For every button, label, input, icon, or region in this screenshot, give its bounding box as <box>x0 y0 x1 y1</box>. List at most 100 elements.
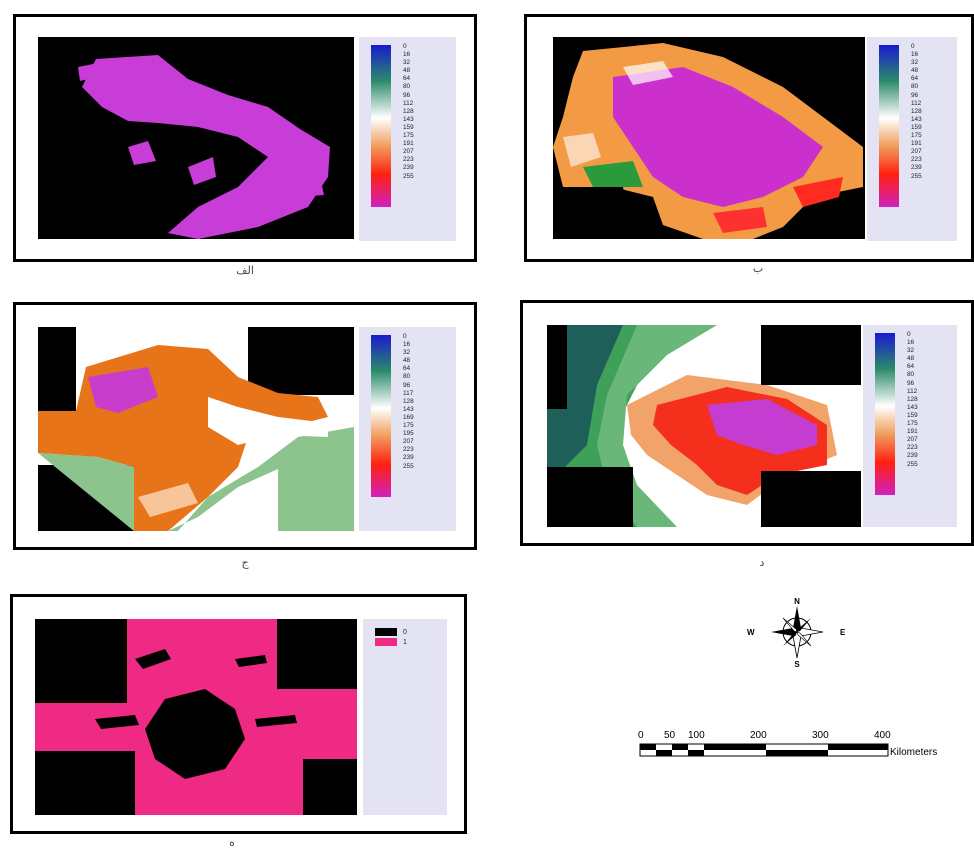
legend-tick-label: 223 <box>403 446 414 454</box>
map-dal <box>547 325 861 527</box>
caption-he: ه <box>229 837 235 849</box>
legend-tick-label: 48 <box>403 357 411 365</box>
legend-tick-label: 207 <box>403 438 414 446</box>
legend-tick-label: 128 <box>911 107 922 115</box>
map-panel-he: 0 1 <box>10 594 467 834</box>
legend-tick-label: 16 <box>911 51 919 59</box>
legend-tick-label: 223 <box>907 444 918 452</box>
scale-tick-200: 200 <box>750 730 767 741</box>
compass-s: S <box>794 660 800 668</box>
map-he <box>35 619 357 815</box>
legend-item-1: 1 <box>375 637 407 647</box>
legend-tick-label: 239 <box>403 454 414 462</box>
legend-alef: 0 16 32 48 64 80 96 112 128 143 159 175 191 207 223 239… <box>359 37 456 241</box>
legend-tick-label: 128 <box>403 397 414 405</box>
legend-tick-label: 48 <box>907 355 915 363</box>
scale-tick-300: 300 <box>812 730 829 741</box>
legend-be: 0 16 32 48 64 80 96 112 128 143 159 175 191 207 223 239… <box>867 37 957 241</box>
map-panel-dal: 0 16 32 48 64 80 96 112 128 143 159 175 191 207 223 239… <box>520 300 974 546</box>
legend-labels: 0 16 32 48 64 80 96 112 128 143 159 175 191 207 223 239… <box>911 43 922 181</box>
legend-tick-label: 117 <box>403 389 414 397</box>
legend-tick-label: 16 <box>403 341 411 349</box>
legend-labels: 0 16 32 48 64 80 96 117 128 143 169 175 195 207 223 239… <box>403 333 414 471</box>
scale-unit: Kilometers <box>890 747 937 758</box>
legend-tick-label: 80 <box>403 83 411 91</box>
legend-tick-label: 159 <box>911 123 922 131</box>
legend-label-0: 0 <box>403 628 407 636</box>
legend-tick-label: 128 <box>403 107 414 115</box>
legend-tick-label: 112 <box>907 387 918 395</box>
legend-tick-label: 239 <box>907 452 918 460</box>
legend-labels: 0 16 32 48 64 80 96 112 128 143 159 175 191 207 223 239… <box>403 43 414 181</box>
legend-tick-label: 112 <box>403 99 414 107</box>
legend-tick-label: 175 <box>911 132 922 140</box>
legend-colorbar <box>875 333 895 495</box>
legend-tick-label: 48 <box>403 67 411 75</box>
legend-colorbar <box>879 45 899 207</box>
legend-tick-label: 239 <box>403 164 414 172</box>
legend-labels: 0 16 32 48 64 80 96 112 128 143 159 175 191 207 223 239… <box>907 331 918 469</box>
legend-tick-label: 207 <box>403 148 414 156</box>
legend-tick-label: 191 <box>403 140 414 148</box>
legend-tick-label: 128 <box>907 395 918 403</box>
legend-tick-label: 96 <box>907 379 915 387</box>
legend-tick-label: 255 <box>911 172 922 180</box>
legend-tick-label: 32 <box>403 59 411 67</box>
legend-jim: 0 16 32 48 64 80 96 117 128 143 169 175 195 207 223 239… <box>359 327 456 531</box>
legend-tick-label: 207 <box>911 148 922 156</box>
compass-n: N <box>794 597 800 606</box>
scale-tick-50: 50 <box>664 730 676 741</box>
legend-colorbar <box>371 45 391 207</box>
legend-tick-label: 80 <box>911 83 919 91</box>
legend-tick-label: 175 <box>403 132 414 140</box>
caption-be: ب <box>752 263 764 275</box>
legend-tick-label: 80 <box>907 371 915 379</box>
legend-tick-label: 159 <box>907 411 918 419</box>
legend-tick-label: 32 <box>907 347 915 355</box>
compass-e: E <box>840 628 846 637</box>
legend-tick-label: 223 <box>403 156 414 164</box>
legend-tick-label: 223 <box>911 156 922 164</box>
legend-tick-label: 143 <box>907 403 918 411</box>
legend-tick-label: 16 <box>907 339 915 347</box>
legend-swatch-0 <box>375 628 397 636</box>
legend-tick-label: 64 <box>403 365 411 373</box>
legend-tick-label: 0 <box>403 43 407 50</box>
scale-bar: 0 50 100 200 300 400 Kilometers <box>638 730 937 758</box>
legend-tick-label: 0 <box>403 333 407 340</box>
legend-colorbar <box>371 335 391 497</box>
legend-tick-label: 175 <box>403 422 414 430</box>
legend-tick-label: 143 <box>403 405 414 413</box>
legend-item-0: 0 <box>375 627 407 637</box>
legend-tick-label: 0 <box>907 331 911 338</box>
scale-tick-100: 100 <box>688 730 705 741</box>
legend-tick-label: 96 <box>403 381 411 389</box>
legend-tick-label: 64 <box>911 75 919 83</box>
scale-tick-0: 0 <box>638 730 644 741</box>
caption-dal: د <box>759 557 765 569</box>
map-be <box>553 37 865 239</box>
map-jim <box>38 327 354 531</box>
legend-tick-label: 64 <box>907 363 915 371</box>
map-panel-jim: 0 16 32 48 64 80 96 117 128 143 169 175 195 207 223 239… <box>13 302 477 550</box>
map-panel-be: 0 16 32 48 64 80 96 112 128 143 159 175 191 207 223 239… <box>524 14 974 262</box>
north-arrow-compass-icon: N S W E <box>747 597 846 668</box>
legend-tick-label: 191 <box>911 140 922 148</box>
legend-tick-label: 143 <box>911 115 922 123</box>
legend-tick-label: 80 <box>403 373 411 381</box>
compass-w: W <box>747 628 755 637</box>
legend-he: 0 1 <box>363 619 447 815</box>
legend-tick-label: 96 <box>911 91 919 99</box>
legend-tick-label: 255 <box>403 462 414 470</box>
legend-tick-label: 159 <box>403 123 414 131</box>
legend-tick-label: 64 <box>403 75 411 83</box>
caption-jim: ج <box>241 557 249 569</box>
legend-tick-label: 195 <box>403 430 414 438</box>
legend-tick-label: 32 <box>403 349 411 357</box>
map-panel-alef: 0 16 32 48 64 80 96 112 128 143 159 175 191 207 223 239… <box>13 14 477 262</box>
legend-tick-label: 239 <box>911 164 922 172</box>
legend-tick-label: 169 <box>403 413 414 421</box>
legend-tick-label: 207 <box>907 436 918 444</box>
scale-tick-400: 400 <box>874 730 891 741</box>
binary-legend: 0 1 <box>375 627 407 647</box>
